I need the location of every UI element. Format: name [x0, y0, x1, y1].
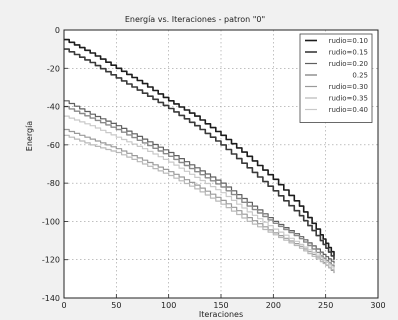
x-tick-label: 100 — [161, 301, 176, 310]
legend: rudio=0.10 rudio=0.15 rudio=0.20 0.25 rudio=… — [299, 33, 373, 123]
series-line-5 — [64, 134, 335, 272]
x-tick-label: 0 — [61, 301, 66, 310]
y-tick-label: -80 — [47, 179, 60, 188]
series-line-3 — [64, 105, 335, 268]
series-lines — [64, 38, 335, 274]
legend-entry: 0.25 — [352, 72, 368, 80]
legend-entry: rudio=0.20 — [329, 60, 368, 68]
x-tick-label: 150 — [213, 301, 228, 310]
legend-entry: rudio=0.30 — [329, 83, 368, 91]
legend-entry: rudio=0.15 — [329, 49, 368, 57]
series-line-1 — [64, 48, 335, 260]
y-tick-label: -40 — [47, 103, 60, 112]
chart-title: Energía vs. Iteraciones - patron "0" — [125, 15, 265, 24]
x-tick-label: 250 — [318, 301, 333, 310]
y-axis-title: Energía — [25, 121, 34, 151]
y-tick-label: -120 — [42, 256, 60, 265]
y-tick-label: -140 — [42, 294, 60, 303]
y-tick-label: -100 — [42, 217, 60, 226]
x-tick-label: 50 — [111, 301, 121, 310]
series-line-0 — [64, 38, 335, 256]
legend-entry: rudio=0.10 — [329, 37, 368, 45]
legend-entry: rudio=0.35 — [329, 95, 368, 103]
y-tick-label: -60 — [47, 141, 60, 150]
y-tick-label: 0 — [55, 26, 60, 35]
legend-box — [299, 33, 373, 123]
legend-entry: rudio=0.40 — [329, 106, 368, 114]
y-tick-label: -20 — [47, 64, 60, 73]
x-tick-label: 200 — [266, 301, 281, 310]
x-axis-title: Iteraciones — [199, 310, 243, 319]
plot-frame — [63, 29, 379, 299]
series-line-6 — [64, 115, 335, 270]
x-tick-label: 300 — [370, 301, 385, 310]
